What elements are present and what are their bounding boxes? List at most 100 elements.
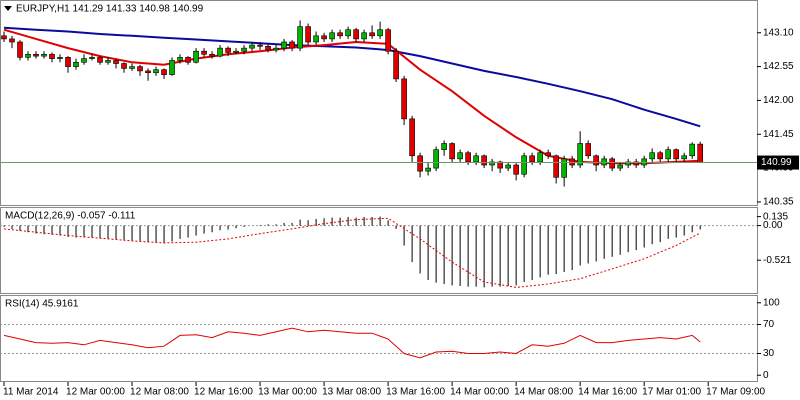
candle-body bbox=[137, 66, 143, 72]
x-tick-label: 14 Mar 08:00 bbox=[514, 387, 573, 398]
candle-body bbox=[241, 47, 247, 52]
candle-body bbox=[609, 158, 615, 169]
rsi-title: RSI(14) 45.9161 bbox=[5, 299, 79, 310]
candle-body bbox=[233, 50, 239, 53]
candle-body bbox=[73, 61, 79, 67]
y-tick-label: 141.45 bbox=[763, 129, 794, 140]
candle-body bbox=[689, 143, 695, 157]
y-tick-label: 143.10 bbox=[763, 27, 794, 38]
macd-title: MACD(12,26,9) -0.057 -0.111 bbox=[5, 211, 136, 222]
candle-body bbox=[193, 50, 199, 63]
candle-body bbox=[593, 155, 599, 166]
candle-body bbox=[393, 50, 399, 80]
candle-body bbox=[473, 155, 479, 163]
price-panel bbox=[0, 0, 758, 206]
y-tick-label: 30 bbox=[763, 348, 775, 359]
y-tick-label: 142.00 bbox=[763, 95, 794, 106]
candle-body bbox=[129, 66, 135, 69]
candle-body bbox=[25, 53, 31, 58]
candle-body bbox=[209, 53, 215, 57]
candle-body bbox=[97, 57, 103, 63]
candle-body bbox=[585, 143, 591, 157]
candle-body bbox=[161, 69, 167, 75]
candle-body bbox=[577, 143, 583, 166]
x-tick-label: 12 Mar 00:00 bbox=[66, 387, 125, 398]
candle-body bbox=[49, 53, 55, 59]
candle-body bbox=[17, 41, 23, 58]
candle-body bbox=[657, 152, 663, 160]
candle-body bbox=[81, 58, 87, 63]
candle-body bbox=[345, 29, 351, 37]
candle-body bbox=[265, 45, 271, 51]
x-tick-label: 14 Mar 00:00 bbox=[450, 387, 509, 398]
candle-body bbox=[9, 38, 15, 43]
rsi-panel bbox=[0, 295, 758, 382]
candle-body bbox=[417, 155, 423, 172]
candle-body bbox=[121, 63, 127, 69]
candle-body bbox=[465, 152, 471, 163]
macd-panel bbox=[0, 207, 758, 294]
candle-body bbox=[329, 32, 335, 40]
candle-body bbox=[545, 152, 551, 157]
x-tick-label: 12 Mar 08:00 bbox=[130, 387, 189, 398]
candle-body bbox=[409, 118, 415, 157]
menu-arrow[interactable] bbox=[4, 6, 12, 11]
candle-body bbox=[521, 155, 527, 175]
candle-body bbox=[481, 155, 487, 166]
candle-body bbox=[169, 60, 175, 75]
candle-body bbox=[553, 155, 559, 178]
candle-body bbox=[313, 35, 319, 43]
candle-body bbox=[369, 32, 375, 37]
candle-body bbox=[505, 164, 511, 169]
moving-average bbox=[3, 26, 701, 128]
candle-body bbox=[489, 161, 495, 166]
x-tick-label: 13 Mar 16:00 bbox=[386, 387, 445, 398]
signal-line bbox=[3, 217, 701, 288]
candle-body bbox=[337, 32, 343, 37]
y-tick-label: 0 bbox=[763, 370, 769, 381]
candle-body bbox=[297, 26, 303, 49]
candle-body bbox=[41, 53, 47, 57]
x-tick-label: 12 Mar 16:00 bbox=[194, 387, 253, 398]
candle-body bbox=[89, 57, 95, 59]
x-tick-label: 13 Mar 08:00 bbox=[322, 387, 381, 398]
candle-body bbox=[561, 158, 567, 178]
candle-body bbox=[529, 155, 535, 163]
candle-body bbox=[449, 143, 455, 160]
candle-body bbox=[401, 78, 407, 120]
candle-body bbox=[617, 164, 623, 169]
candle-body bbox=[641, 158, 647, 166]
y-tick-label: -0.521 bbox=[763, 255, 792, 266]
candle-body bbox=[305, 26, 311, 43]
plots bbox=[0, 20, 757, 359]
candle-body bbox=[33, 53, 39, 57]
candle-body bbox=[513, 164, 519, 175]
x-tick-label: 17 Mar 01:00 bbox=[642, 387, 701, 398]
candle-body bbox=[649, 152, 655, 160]
candle-body bbox=[289, 41, 295, 49]
candle-body bbox=[177, 57, 183, 61]
candle-body bbox=[153, 69, 159, 74]
candle-body bbox=[681, 155, 687, 160]
y-tick-label: 142.55 bbox=[763, 61, 794, 72]
candle-body bbox=[457, 152, 463, 160]
candle-body bbox=[321, 35, 327, 40]
y-tick-label: 100 bbox=[763, 297, 780, 308]
candle-body bbox=[65, 57, 71, 67]
candle-body bbox=[433, 149, 439, 169]
candle-body bbox=[425, 167, 431, 172]
candle-body bbox=[273, 47, 279, 51]
candle-body bbox=[377, 29, 383, 37]
candle-body bbox=[497, 161, 503, 169]
candle-body bbox=[105, 60, 111, 63]
y-tick-label: 0.135 bbox=[763, 211, 788, 222]
candle-body bbox=[1, 35, 7, 40]
candle-body bbox=[569, 158, 575, 166]
x-tick-label: 17 Mar 09:00 bbox=[706, 387, 765, 398]
candle-body bbox=[257, 44, 263, 47]
candle-body bbox=[633, 161, 639, 166]
candle-body bbox=[249, 44, 255, 49]
candle-body bbox=[697, 143, 703, 163]
y-tick-label: 140.35 bbox=[763, 197, 794, 208]
